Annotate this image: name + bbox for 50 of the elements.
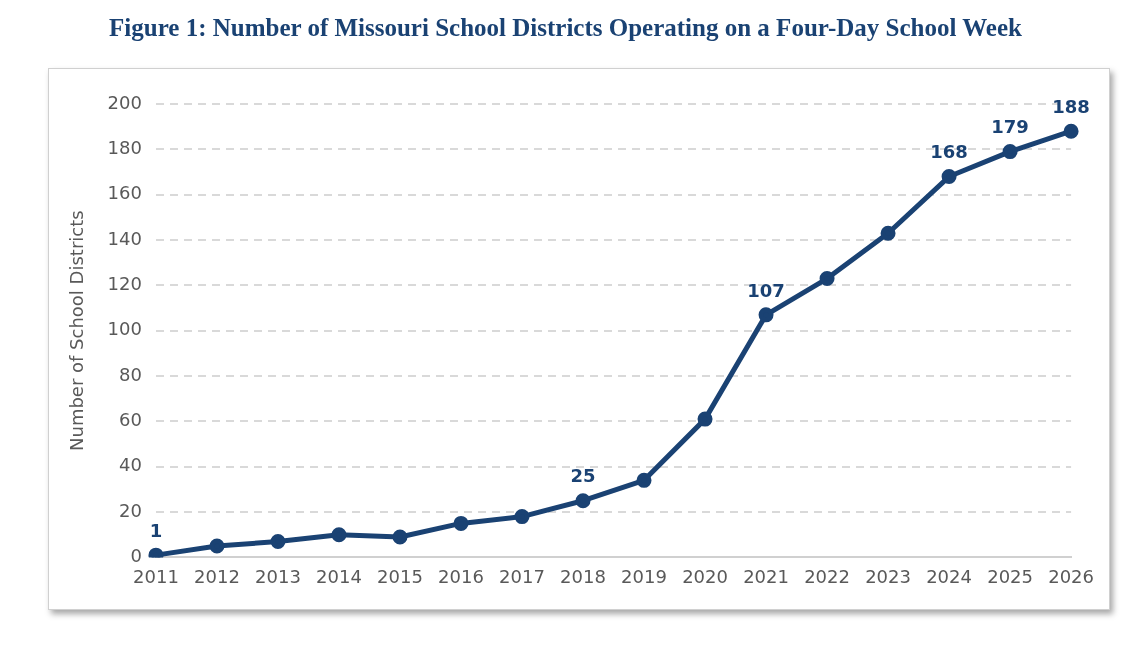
point — [270, 534, 286, 550]
point — [758, 307, 774, 323]
x-tick-label: 2023 — [865, 565, 911, 587]
x-tick-label: 2026 — [1048, 565, 1094, 587]
point — [331, 527, 347, 543]
x-tick-label: 2020 — [682, 565, 728, 587]
y-tick-label: 80 — [119, 363, 142, 385]
chart-title: Figure 1: Number of Missouri School Districts Operating on a Four-Day School Week — [108, 14, 1023, 42]
point — [209, 538, 225, 554]
point — [392, 529, 408, 545]
x-tick-label: 2021 — [743, 565, 789, 587]
x-tick-label: 2017 — [499, 565, 545, 587]
point — [941, 169, 957, 185]
data-label: 107 — [747, 279, 785, 301]
y-tick-label: 160 — [107, 182, 142, 204]
data-label: 179 — [991, 116, 1029, 138]
x-tick-label: 2022 — [804, 565, 850, 587]
x-tick-label: 2014 — [316, 565, 362, 587]
x-tick-label: 2025 — [987, 565, 1033, 587]
x-tick-label: 2018 — [560, 565, 606, 587]
y-tick-label: 20 — [119, 499, 142, 521]
x-tick-label: 2012 — [194, 565, 240, 587]
x-tick-label: 2016 — [438, 565, 484, 587]
point — [575, 493, 591, 509]
x-tick-label: 2013 — [255, 565, 301, 587]
y-tick-label: 200 — [107, 91, 142, 113]
x-tick-label: 2015 — [377, 565, 423, 587]
y-tick-label: 0 — [130, 545, 142, 567]
point — [1002, 144, 1018, 160]
point — [453, 515, 469, 531]
point — [880, 225, 896, 241]
data-label: 25 — [570, 465, 596, 487]
point — [697, 411, 713, 427]
point — [636, 472, 652, 488]
y-tick-label: 120 — [107, 273, 142, 295]
data-label: 168 — [930, 141, 968, 163]
point — [1063, 123, 1079, 139]
x-tick-label: 2011 — [133, 565, 179, 587]
y-axis-title: Number of School Districts — [66, 210, 88, 451]
point — [819, 271, 835, 287]
data-label: 188 — [1052, 95, 1090, 117]
y-tick-label: 140 — [107, 227, 142, 249]
point — [514, 509, 530, 525]
x-tick-label: 2019 — [621, 565, 667, 587]
y-tick-label: 60 — [119, 409, 142, 431]
y-tick-label: 100 — [107, 318, 142, 340]
y-tick-label: 40 — [119, 454, 142, 476]
data-label: 1 — [149, 519, 163, 541]
x-tick-label: 2024 — [926, 565, 972, 587]
y-tick-label: 180 — [107, 137, 142, 159]
